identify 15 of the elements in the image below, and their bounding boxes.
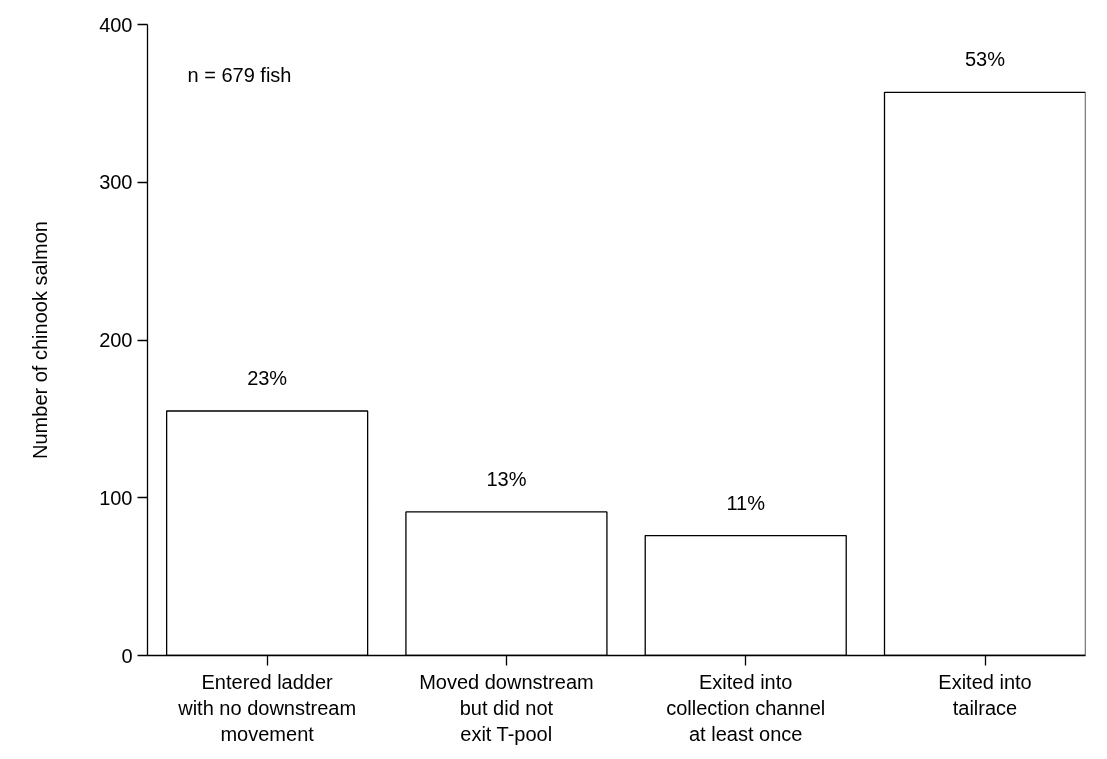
annotation: 53% <box>964 48 1006 71</box>
y-tick-label: 400 <box>99 13 133 36</box>
y-axis-title: Number of chinook salmon <box>29 221 52 459</box>
y-tick-label: 100 <box>99 486 133 509</box>
y-tick-label: 0 <box>121 644 133 667</box>
y-tick-label: 300 <box>99 171 133 194</box>
annotation: 11% <box>726 491 766 514</box>
annotation: 13% <box>486 467 527 490</box>
x-tick-label: Exited into tailrace <box>938 670 1032 719</box>
y-tick-label: 200 <box>99 329 133 351</box>
x-tick-label: Moved downstream but did not exit T-pool <box>419 670 594 746</box>
annotation: n = 679 fish <box>187 63 292 86</box>
x-tick-label: Entered ladder with no downstream movement <box>177 670 357 746</box>
annotation: 23% <box>247 366 288 389</box>
x-tick-label: Exited into collection channel at least once <box>666 670 826 746</box>
